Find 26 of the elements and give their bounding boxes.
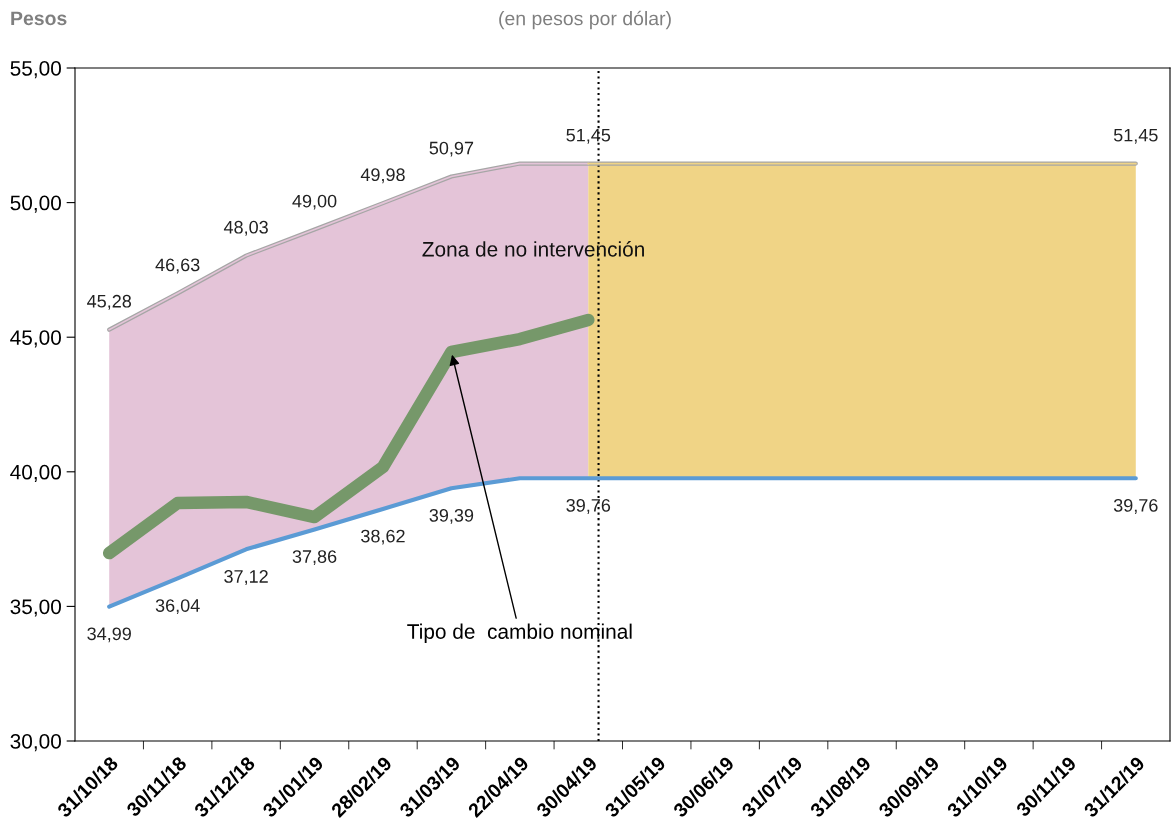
data-label: 48,03: [223, 220, 268, 236]
data-label: 51,45: [1113, 128, 1158, 144]
chart-title: (en pesos por dólar): [499, 10, 671, 30]
data-label: 37,86: [292, 550, 337, 566]
data-label: 46,63: [155, 258, 200, 274]
annotation: Tipo de cambio nominal: [407, 623, 632, 644]
data-label: 51,45: [566, 128, 611, 144]
data-label: 37,12: [224, 570, 268, 585]
data-label: 49,00: [292, 194, 337, 210]
data-label: 45,28: [87, 294, 132, 310]
annotation: Zona de no intervención: [422, 241, 644, 257]
data-label: 49,98: [360, 168, 405, 184]
data-label: 34,99: [87, 627, 131, 643]
data-label: 39,76: [1113, 498, 1158, 514]
y-tick-label: 35,00: [10, 599, 61, 617]
data-label: 38,62: [361, 529, 405, 545]
y-tick-label: 40,00: [10, 464, 61, 483]
y-tick-label: 50,00: [10, 195, 61, 213]
data-label: 39,76: [566, 498, 611, 514]
y-tick-label: 30,00: [10, 734, 61, 752]
data-label: 36,04: [155, 599, 200, 615]
data-label: 50,97: [429, 141, 474, 157]
y-tick-label: 45,00: [10, 330, 61, 348]
data-label: 39,39: [429, 508, 474, 524]
y-tick-label: 55,00: [10, 61, 61, 79]
y-axis-title: Pesos: [11, 11, 67, 26]
